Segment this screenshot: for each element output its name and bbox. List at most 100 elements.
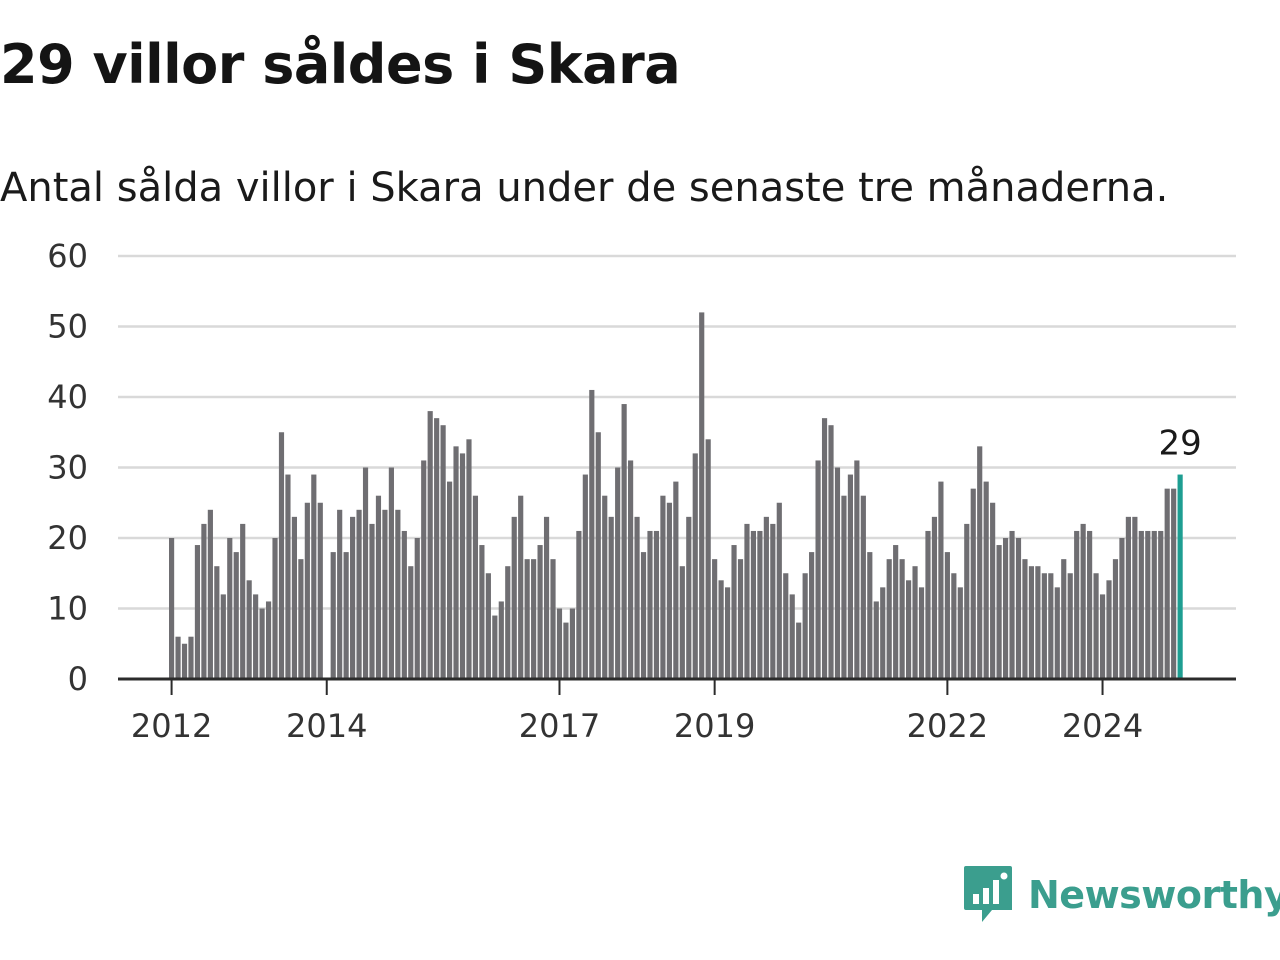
- bar: [311, 474, 317, 679]
- bar: [860, 495, 866, 679]
- bar: [472, 495, 479, 679]
- bar: [789, 594, 795, 679]
- bar: [834, 467, 841, 679]
- bar: [589, 389, 595, 679]
- y-tick-label: 30: [47, 449, 88, 487]
- bar: [893, 545, 899, 679]
- bar: [194, 545, 201, 679]
- chart-subtitle: Antal sålda villor i Skara under de sena…: [0, 165, 1169, 211]
- bar: [233, 552, 239, 679]
- x-axis-ticks: 2012 2014 2017 2019 2022 2024: [131, 679, 1143, 745]
- bar: [466, 439, 472, 679]
- bar: [763, 516, 769, 679]
- bar: [996, 545, 1002, 679]
- bar: [628, 460, 634, 679]
- bar: [660, 495, 666, 679]
- y-axis-ticks: 0 10 20 30 40 50 60: [47, 237, 88, 698]
- bar: [524, 559, 530, 679]
- bar: [957, 587, 963, 679]
- bar: [563, 622, 569, 679]
- bar: [207, 509, 213, 679]
- bar: [1035, 566, 1041, 679]
- bar: [427, 411, 433, 679]
- bar: [1061, 559, 1067, 679]
- x-tick-label: 2017: [519, 707, 600, 745]
- bar: [1151, 530, 1157, 679]
- bar: [253, 594, 259, 679]
- x-tick-label: 2022: [907, 707, 988, 745]
- bar: [899, 559, 905, 679]
- bar: [369, 523, 375, 679]
- bar: [453, 446, 459, 679]
- bar: [977, 446, 983, 679]
- bar: [918, 587, 925, 679]
- highlight-value-label: 29: [1158, 424, 1201, 464]
- bar: [317, 502, 323, 679]
- bar: [401, 530, 407, 679]
- bar: [388, 467, 394, 679]
- bar: [1028, 566, 1035, 679]
- y-tick-label: 10: [47, 590, 88, 628]
- bar: [272, 538, 278, 679]
- bar: [653, 530, 660, 679]
- bar: [886, 559, 892, 679]
- y-tick-label: 50: [47, 308, 88, 346]
- x-tick-label: 2024: [1062, 707, 1143, 745]
- bar: [867, 552, 873, 679]
- bar: [188, 636, 194, 679]
- bar: [201, 523, 207, 679]
- x-tick-label: 2014: [286, 707, 367, 745]
- bar: [330, 552, 336, 679]
- brand-name: Newsworthy: [1028, 873, 1280, 917]
- bar: [873, 601, 879, 679]
- bar: [375, 495, 382, 679]
- bar: [809, 552, 815, 679]
- bar: [847, 474, 853, 679]
- bar: [608, 516, 614, 679]
- bar: [518, 495, 524, 679]
- bar: [298, 559, 304, 679]
- bar: [582, 474, 588, 679]
- bar: [498, 601, 504, 679]
- bar: [543, 516, 550, 679]
- bar: [446, 481, 453, 679]
- y-tick-label: 60: [47, 237, 88, 275]
- bar: [757, 530, 763, 679]
- bar: [1041, 573, 1047, 679]
- bar: [569, 608, 575, 679]
- bar: [634, 516, 640, 679]
- bar: [214, 566, 220, 679]
- newsworthy-logo-icon: [964, 866, 1012, 922]
- bar: [343, 552, 349, 679]
- bar: [699, 312, 705, 679]
- bar: [705, 439, 711, 679]
- bar: [505, 566, 511, 679]
- bar: [511, 516, 517, 679]
- bar: [1093, 573, 1099, 679]
- bar: [259, 608, 265, 679]
- bar: [556, 608, 563, 679]
- bar: [537, 545, 543, 679]
- bar: [479, 545, 485, 679]
- bar: [615, 467, 621, 679]
- bar: [841, 495, 847, 679]
- bar: [666, 502, 672, 679]
- bar: [531, 559, 537, 679]
- bar: [434, 418, 440, 679]
- bar: [647, 530, 653, 679]
- bar: [485, 573, 491, 679]
- bar: [673, 481, 679, 679]
- bar: [776, 502, 782, 679]
- bar: [906, 580, 912, 679]
- bar: [1099, 594, 1106, 679]
- bar: [1067, 573, 1073, 679]
- bar: [227, 538, 233, 679]
- bar: [815, 460, 821, 679]
- bar: [291, 516, 298, 679]
- bar: [1054, 587, 1060, 679]
- bar: [750, 530, 757, 679]
- bar: [938, 481, 944, 679]
- bar: [356, 509, 362, 679]
- bar: [246, 580, 252, 679]
- bar: [718, 580, 724, 679]
